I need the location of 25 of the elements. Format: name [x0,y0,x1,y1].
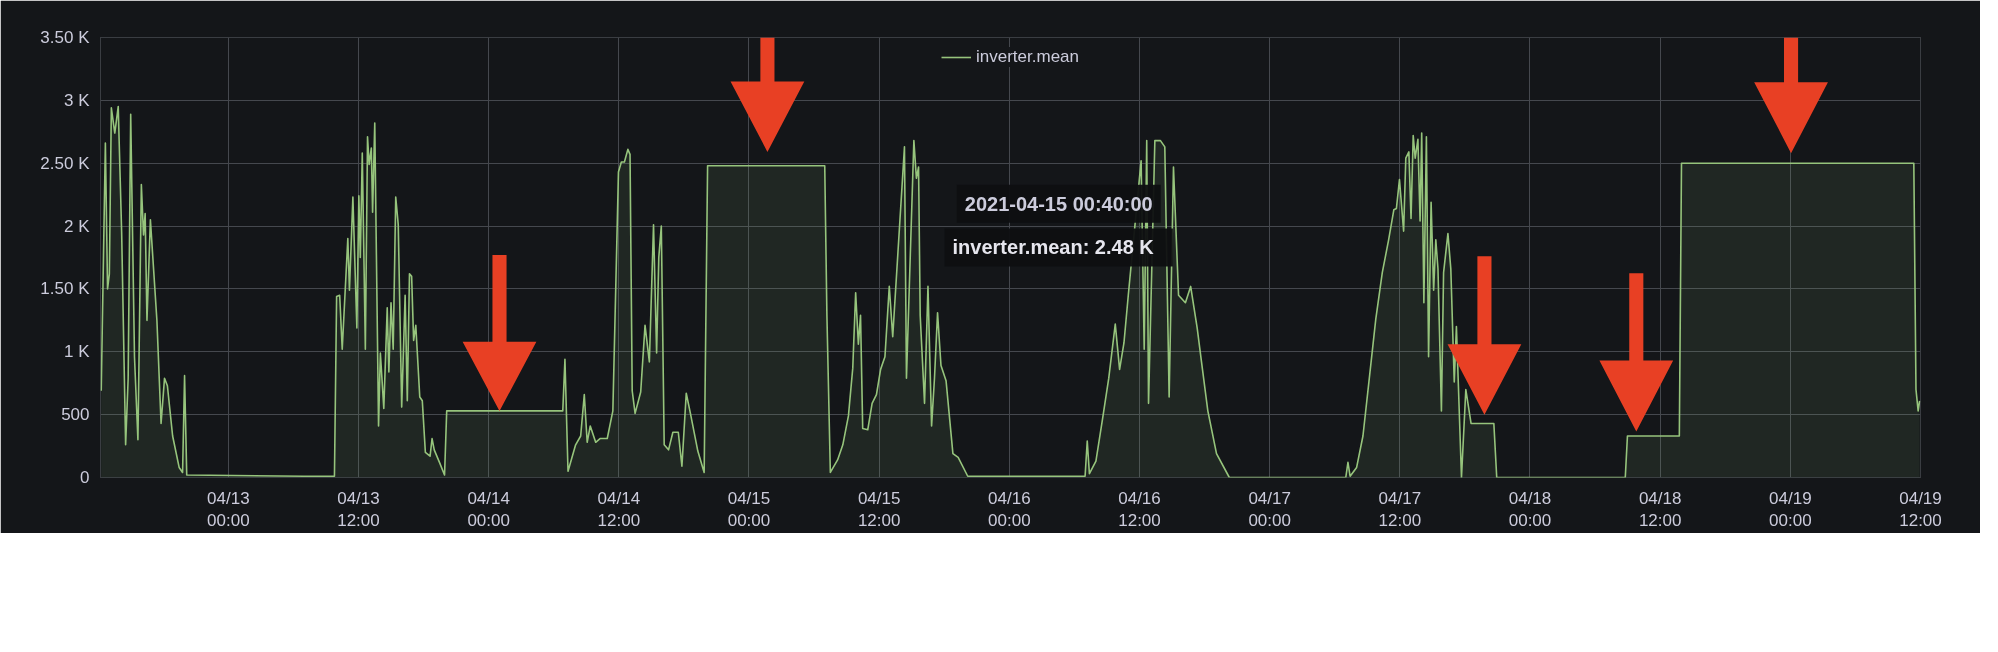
x-tick-label: 04/15 00:00 [727,488,771,531]
x-tick-label: 04/17 00:00 [1248,488,1291,531]
legend-label: inverter.mean [976,47,1079,67]
x-tick-label: 04/13 00:00 [207,488,250,531]
x-tick-label: 04/15 12:00 [857,488,901,531]
y-tick-label: 0 [80,468,90,487]
x-tick-label: 04/13 12:00 [337,488,380,531]
y-tick-label: 3.50 K [40,28,91,47]
x-tick-label: 04/18 00:00 [1508,488,1552,531]
y-tick-label: 3 K [63,90,91,110]
x-tick-label: 04/19 12:00 [1899,488,1942,531]
annotation: 2021-04-15 00:40:00 [964,192,1153,215]
annotation: inverter.mean: 2.48 K [952,236,1155,259]
x-tick-label: 04/19 00:00 [1769,488,1812,531]
y-tick-label: 2.50 K [40,153,91,173]
x-tick-label: 04/14 12:00 [597,488,641,531]
y-tick-label: 1.50 K [40,279,91,299]
x-tick-label: 04/17 12:00 [1378,488,1422,531]
y-tick-label: 1 K [63,342,91,362]
x-tick-label: 04/16 12:00 [1118,488,1161,531]
y-tick-label: 2 K [63,216,91,236]
x-tick-label: 04/16 00:00 [988,488,1031,531]
x-tick-label: 04/14 00:00 [467,488,510,531]
x-tick-label: 04/18 12:00 [1638,488,1682,531]
y-tick-label: 500 [61,405,90,425]
